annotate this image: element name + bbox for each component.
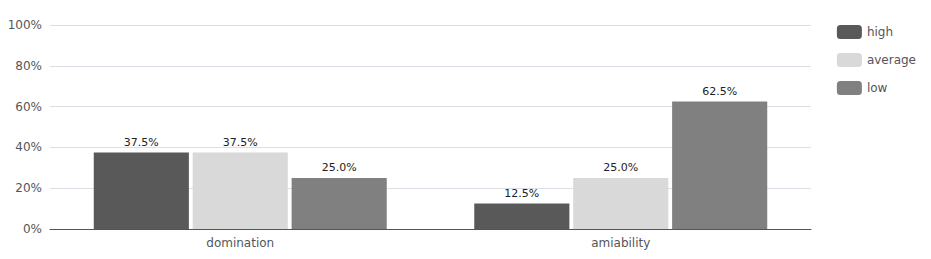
svg-text:60%: 60% xyxy=(15,100,42,114)
svg-text:25.0%: 25.0% xyxy=(322,161,357,174)
svg-text:low: low xyxy=(867,81,888,95)
svg-text:62.5%: 62.5% xyxy=(702,85,737,98)
svg-text:80%: 80% xyxy=(15,59,42,73)
svg-text:high: high xyxy=(867,25,893,39)
svg-text:25.0%: 25.0% xyxy=(603,161,638,174)
svg-text:100%: 100% xyxy=(8,18,42,32)
svg-text:0%: 0% xyxy=(23,222,42,236)
svg-text:37.5%: 37.5% xyxy=(223,136,258,149)
svg-text:37.5%: 37.5% xyxy=(124,136,159,149)
svg-text:12.5%: 12.5% xyxy=(504,187,539,200)
svg-text:domination: domination xyxy=(206,236,274,250)
svg-text:amiability: amiability xyxy=(591,236,650,250)
svg-text:average: average xyxy=(867,53,916,67)
svg-text:40%: 40% xyxy=(15,140,42,154)
svg-text:20%: 20% xyxy=(15,181,42,195)
